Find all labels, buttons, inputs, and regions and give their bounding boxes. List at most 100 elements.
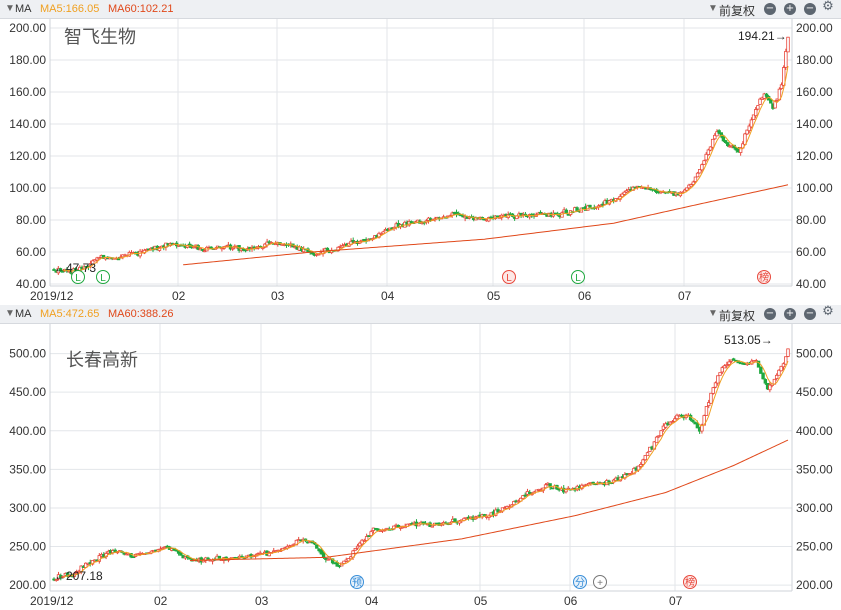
candle-body [543,484,548,489]
y-tick-label-left: 140.00 [9,117,46,131]
ma5-line [62,360,789,579]
candle-body [353,548,358,551]
chevron-down-icon[interactable]: ▼ [708,308,718,319]
candle-body [718,372,722,376]
zoom-in-icon[interactable]: + [784,3,796,15]
candle-body [707,402,711,407]
candlestick-chart[interactable]: 500.00 500.00 450.00 450.00 400.00 400.00 350.… [0,324,841,610]
event-marker-icon [350,575,364,589]
chevron-down-icon[interactable]: ▼ [5,3,15,14]
event-marker-icon [573,575,587,589]
candle-body [726,142,730,147]
y-tick-label-right: 140.00 [796,117,833,131]
y-tick-label-right: 200.00 [796,578,833,592]
candle-body [670,421,675,423]
candle-body [713,134,717,140]
event-marker-label: 榜 [685,576,695,589]
event-marker-label: L [75,273,81,284]
ma5-readout: MA5:166.05 [40,3,100,15]
candle-body [310,252,314,255]
candle-body [711,387,715,394]
candle-body [784,356,788,365]
zoom-out-icon[interactable]: − [764,3,776,15]
y-tick-label-left: 200.00 [9,578,46,592]
y-tick-label-right: 80.00 [796,213,826,227]
candle-body [116,258,121,261]
candle-body [747,125,751,132]
candle-body [342,560,346,564]
candle-body [710,138,715,148]
candle-body [575,207,579,212]
x-tick-label: 06 [564,594,578,608]
candle-body [200,249,205,251]
indicator-label[interactable]: MA [15,3,32,15]
y-tick-label-left: 180.00 [9,53,46,67]
candle-body [657,435,661,438]
candle-body [685,187,689,191]
y-tick-label-right: 160.00 [796,85,833,99]
y-tick-label-left: 160.00 [9,85,46,99]
candle-body [453,518,457,523]
candle-body [745,129,749,135]
candle-body [60,270,65,273]
candle-body [781,363,786,368]
candle-body [362,540,367,542]
y-tick-label-right: 180.00 [796,53,833,67]
candle-body [523,494,527,497]
event-marker-icon [96,270,110,284]
indicator-label[interactable]: MA [15,308,32,320]
candle-body [161,547,165,550]
candle-body [54,579,58,581]
minus-icon[interactable]: − [804,308,816,320]
candle-body [786,348,790,357]
candle-body [668,421,672,425]
stock-name: 智飞生物 [64,27,136,47]
candle-body [537,488,541,491]
ma60-line [183,184,789,266]
chart-panel-2: ▼ MA MA5:472.65 MA60:388.26 ▼ 前复权 − + − … [0,305,841,610]
candle-body [704,406,709,416]
candle-body [749,119,754,128]
candlestick-chart[interactable]: 200.00 200.00 180.00 180.00 160.00 160.00 140.… [0,19,841,305]
candle-body [58,268,63,272]
candle-body [645,452,650,457]
candle-body [706,149,711,156]
high-label: 513.05→ [724,333,773,347]
candle-body [773,100,777,109]
candle-body [661,425,666,430]
gear-icon[interactable]: ⚙ [822,304,834,319]
x-tick-label: 04 [381,289,395,303]
minus-icon[interactable]: − [804,3,816,15]
adjust-mode-select[interactable]: 前复权 [719,4,756,18]
chevron-down-icon[interactable]: ▼ [5,308,15,319]
y-tick-label-right: 350.00 [796,462,833,476]
adjust-mode-select[interactable]: 前复权 [719,309,756,323]
zoom-out-icon[interactable]: − [764,308,776,320]
candle-body [702,160,706,165]
candle-body [528,491,532,495]
y-tick-label-right: 40.00 [796,277,826,291]
event-marker-icon [683,575,697,589]
candle-body [340,245,345,248]
candle-body [758,98,762,105]
candle-body [704,153,708,161]
y-tick-label-left: 200.00 [9,21,46,35]
gear-icon[interactable]: ⚙ [822,0,834,14]
candle-body [512,501,516,506]
candle-body [725,364,729,367]
candle-body [781,67,786,86]
candle-body [769,99,773,104]
zoom-in-icon[interactable]: + [784,308,796,320]
candle-body [369,531,373,536]
x-tick-label: 07 [669,594,683,608]
candle-body [230,247,235,250]
candle-body [675,414,679,420]
y-tick-label-left: 400.00 [9,424,46,438]
candle-body [521,495,525,499]
candle-body [779,84,784,89]
chevron-down-icon[interactable]: ▼ [708,3,718,14]
candle-body [360,539,364,545]
ma60-line [189,439,789,561]
candle-body [695,172,700,178]
candle-body [364,536,369,541]
